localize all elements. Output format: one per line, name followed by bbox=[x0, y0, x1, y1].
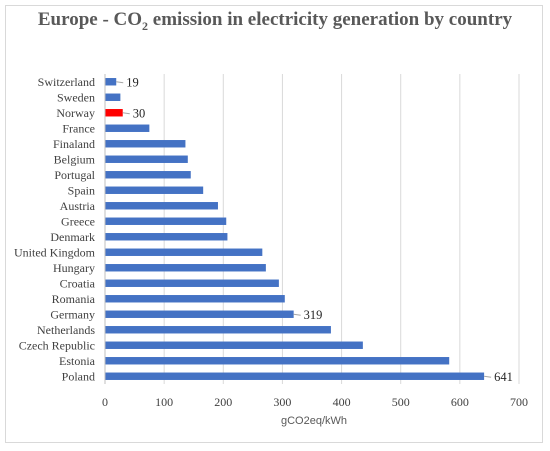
bar bbox=[105, 264, 266, 272]
category-label: Netherlands bbox=[37, 323, 95, 337]
category-label: Belgium bbox=[54, 152, 96, 166]
bar bbox=[105, 233, 228, 241]
bar bbox=[105, 186, 204, 194]
x-tick-label: 0 bbox=[102, 395, 108, 409]
chart-frame bbox=[5, 5, 543, 443]
x-axis-label: gCO2eq/kWh bbox=[281, 415, 347, 427]
category-label: Norway bbox=[56, 106, 95, 120]
data-label-leader bbox=[293, 313, 301, 316]
x-tick-label: 600 bbox=[451, 395, 469, 409]
bar bbox=[105, 341, 363, 349]
bar bbox=[105, 326, 331, 334]
category-label: Switzerland bbox=[38, 75, 95, 89]
chart-title-rest: emission in electricity generation by co… bbox=[148, 9, 513, 30]
data-label: 19 bbox=[126, 75, 139, 89]
category-label: Croatia bbox=[60, 276, 96, 290]
category-label: Romania bbox=[52, 292, 96, 306]
bar bbox=[105, 248, 263, 256]
data-label: 319 bbox=[304, 308, 323, 322]
category-label: Austria bbox=[60, 199, 96, 213]
bar bbox=[105, 279, 279, 287]
x-tick-label: 500 bbox=[392, 395, 410, 409]
category-label: Poland bbox=[62, 369, 95, 383]
bar bbox=[105, 202, 218, 210]
chart-title-subscript: 2 bbox=[142, 18, 149, 33]
category-label: Greece bbox=[61, 214, 95, 228]
chart-title: Europe - CO2 emission in electricity gen… bbox=[0, 8, 550, 32]
data-label: 641 bbox=[494, 370, 513, 384]
data-label: 30 bbox=[133, 106, 146, 120]
category-label: Portugal bbox=[54, 168, 95, 182]
category-label: Denmark bbox=[50, 230, 95, 244]
bar bbox=[105, 124, 150, 132]
x-tick-label: 300 bbox=[273, 395, 291, 409]
category-label: United Kingdom bbox=[14, 245, 96, 259]
data-label-leader bbox=[122, 112, 130, 115]
bar bbox=[105, 140, 186, 148]
bar bbox=[105, 109, 123, 117]
category-label: France bbox=[62, 121, 95, 135]
data-label-leader bbox=[116, 81, 124, 84]
data-label-leader bbox=[484, 375, 492, 378]
category-label: Germany bbox=[50, 307, 95, 321]
chart-title-main: Europe - CO bbox=[37, 9, 143, 30]
category-label: Spain bbox=[68, 183, 95, 197]
category-label: Hungary bbox=[53, 261, 95, 275]
x-tick-label: 400 bbox=[333, 395, 351, 409]
bar bbox=[105, 295, 285, 303]
bar bbox=[105, 93, 121, 101]
category-label: Estonia bbox=[59, 354, 96, 368]
bar bbox=[105, 155, 188, 163]
bar bbox=[105, 372, 485, 380]
bar bbox=[105, 171, 191, 179]
bar bbox=[105, 310, 294, 318]
bar bbox=[105, 217, 227, 225]
x-tick-label: 700 bbox=[510, 395, 528, 409]
category-label: Sweden bbox=[57, 90, 95, 104]
bar bbox=[105, 357, 450, 365]
category-label: Czech Republic bbox=[19, 338, 95, 352]
category-label: Finaland bbox=[53, 137, 95, 151]
bar bbox=[105, 78, 117, 86]
x-tick-label: 100 bbox=[155, 395, 173, 409]
x-tick-label: 200 bbox=[214, 395, 232, 409]
